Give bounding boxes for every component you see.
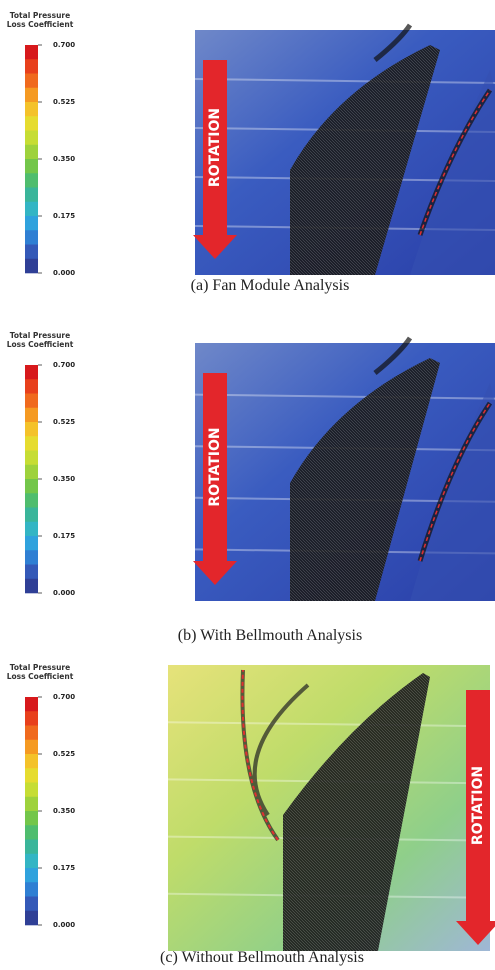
colorbar-band	[25, 868, 38, 883]
colorbar-band	[25, 74, 38, 89]
figure: Total PressureLoss Coefficient0.7000.525…	[0, 0, 495, 970]
colorbar-band	[25, 216, 38, 231]
colorbar-band	[25, 379, 38, 394]
colorbar-band	[25, 365, 38, 380]
rotation-label: ROTATION	[207, 427, 223, 506]
colorbar-band	[25, 508, 38, 523]
colorbar-band	[25, 451, 38, 466]
rotation-label: ROTATION	[207, 108, 223, 187]
colorbar-band	[25, 102, 38, 117]
colorbar-band	[25, 230, 38, 245]
colorbar-label: 0.525	[53, 418, 75, 426]
colorbar-label: 0.350	[53, 807, 75, 815]
colorbar-band	[25, 783, 38, 798]
colorbar-band	[25, 840, 38, 855]
colorbar-band	[25, 493, 38, 508]
colorbar-band	[25, 726, 38, 741]
colorbar-band	[25, 88, 38, 103]
colorbar-band	[25, 711, 38, 726]
colorbar-band	[25, 45, 38, 60]
colorbar-band	[25, 536, 38, 551]
colorbar-band	[25, 116, 38, 131]
colorbar-band	[25, 465, 38, 480]
colorbar-band	[25, 159, 38, 174]
colorbar-band	[25, 768, 38, 783]
colorbar-band	[25, 394, 38, 409]
colorbar-label: 0.700	[53, 41, 75, 49]
colorbar-label: 0.175	[53, 212, 75, 220]
colorbar-band	[25, 825, 38, 840]
colorbar-label: 0.700	[53, 693, 75, 701]
colorbar-band	[25, 422, 38, 437]
colorbar-band	[25, 911, 38, 926]
colorbar-band	[25, 408, 38, 423]
colorbar-band	[25, 522, 38, 537]
colorbar-band	[25, 897, 38, 912]
colorbar-band	[25, 259, 38, 274]
colorbar-band	[25, 245, 38, 260]
colorbar-label: 0.350	[53, 155, 75, 163]
colorbar-band	[25, 173, 38, 188]
colorbar-band	[25, 479, 38, 494]
caption: (a) Fan Module Analysis	[191, 277, 350, 294]
colorbar-band	[25, 697, 38, 712]
colorbar-label: 0.175	[53, 864, 75, 872]
colorbar-band	[25, 59, 38, 74]
legend-title: Loss Coefficient	[7, 672, 74, 681]
colorbar-label: 0.350	[53, 475, 75, 483]
colorbar-band	[25, 811, 38, 826]
colorbar-label: 0.175	[53, 532, 75, 540]
colorbar-band	[25, 854, 38, 869]
colorbar-band	[25, 882, 38, 897]
colorbar-band	[25, 436, 38, 451]
colorbar-band	[25, 188, 38, 203]
colorbar-label: 0.700	[53, 361, 75, 369]
legend-title: Loss Coefficient	[7, 20, 74, 29]
caption: (b) With Bellmouth Analysis	[178, 627, 362, 644]
colorbar-band	[25, 550, 38, 565]
colorbar-band	[25, 131, 38, 146]
colorbar-band	[25, 145, 38, 160]
legend-title: Total Pressure	[10, 663, 70, 672]
colorbar-band	[25, 202, 38, 217]
colorbar-band	[25, 565, 38, 580]
colorbar-label: 0.525	[53, 98, 75, 106]
rotation-label: ROTATION	[470, 766, 486, 845]
colorbar-label: 0.000	[53, 589, 75, 597]
colorbar-label: 0.000	[53, 921, 75, 929]
legend-title: Total Pressure	[10, 11, 70, 20]
colorbar-band	[25, 754, 38, 769]
colorbar-band	[25, 797, 38, 812]
legend-title: Total Pressure	[10, 331, 70, 340]
legend-title: Loss Coefficient	[7, 340, 74, 349]
caption: (c) Without Bellmouth Analysis	[160, 949, 364, 966]
colorbar-label: 0.525	[53, 750, 75, 758]
colorbar-label: 0.000	[53, 269, 75, 277]
colorbar-band	[25, 740, 38, 755]
colorbar-band	[25, 579, 38, 594]
